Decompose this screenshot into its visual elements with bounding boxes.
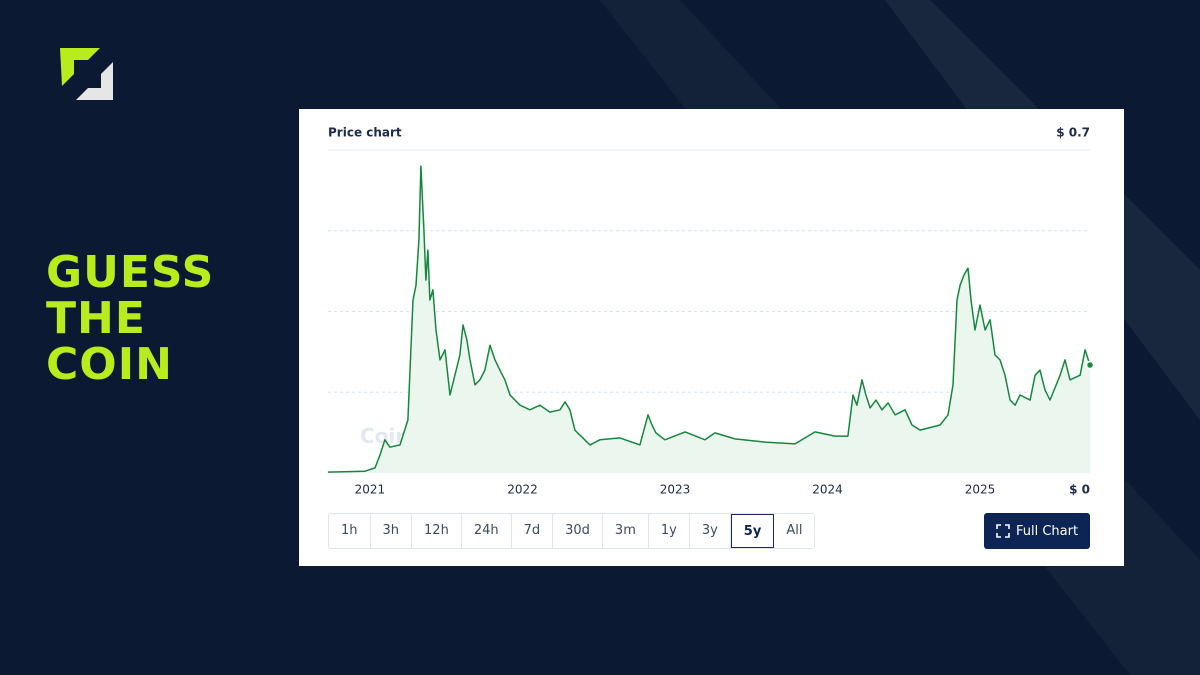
x-tick-label: 2021 (355, 483, 386, 497)
x-tick-label: 2025 (965, 483, 996, 497)
range-selector: 1h 3h 12h 24h 7d 30d 3m 1y 3y 5y All (328, 513, 816, 549)
price-line (327, 165, 1091, 473)
heading: GUESS THE COIN (46, 250, 214, 388)
range-button[interactable]: 3h (371, 514, 413, 548)
heading-line: GUESS (46, 247, 215, 298)
range-button[interactable]: 5y (730, 514, 775, 548)
x-tick-label: 2023 (660, 483, 691, 497)
x-tick-label: 2022 (507, 483, 538, 497)
end-point (1085, 360, 1095, 370)
range-button[interactable]: 1h (329, 514, 371, 548)
button-label: Full Chart (1015, 523, 1079, 539)
y-tick-label: $ 0 (1069, 483, 1090, 497)
expand-icon (996, 524, 1010, 538)
range-button[interactable]: 1y (649, 514, 690, 548)
x-tick-label: 2024 (812, 483, 843, 497)
logo-part (60, 48, 100, 86)
heading-line: COIN (46, 339, 173, 390)
range-button[interactable]: 7d (512, 514, 554, 548)
logo-part (76, 62, 113, 100)
range-button[interactable]: 30d (553, 514, 603, 548)
heading-line: THE (46, 293, 146, 344)
range-button[interactable]: 3y (690, 514, 731, 548)
area (328, 166, 1090, 473)
y-tick-label: $ 0.7 (1056, 126, 1090, 140)
range-button[interactable]: 24h (462, 514, 512, 548)
full-chart-button[interactable]: Full Chart (984, 513, 1090, 549)
range-button[interactable]: 12h (412, 514, 462, 548)
chart-title: Price chart (328, 126, 402, 140)
range-button[interactable]: All (786, 523, 803, 538)
range-button[interactable]: 3m (603, 514, 649, 548)
